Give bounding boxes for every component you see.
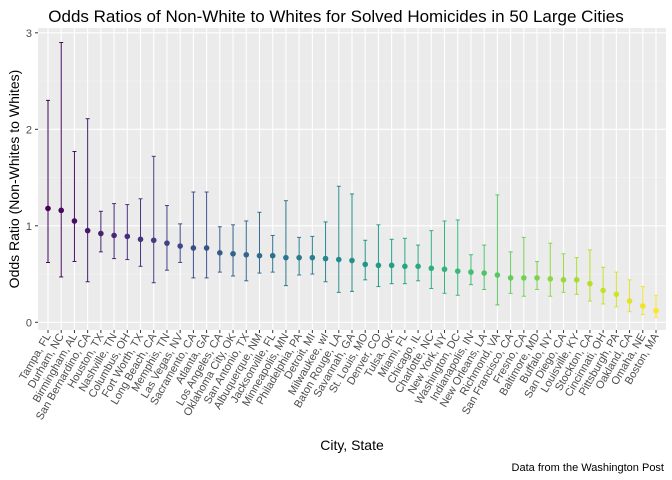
estimate-point xyxy=(362,261,369,268)
estimate-point xyxy=(454,268,461,274)
estimate-point xyxy=(639,303,646,309)
estimate-point xyxy=(375,262,382,269)
estimate-point xyxy=(256,252,263,259)
estimate-point xyxy=(547,276,554,282)
estimate-point xyxy=(111,232,117,239)
y-tick-label: 2 xyxy=(26,124,32,136)
y-tick-label: 0 xyxy=(26,317,32,329)
estimate-point xyxy=(283,254,289,261)
estimate-point xyxy=(243,251,250,258)
estimate-point xyxy=(534,275,540,281)
x-axis-title: City, State xyxy=(320,437,384,453)
estimate-point xyxy=(626,298,633,304)
estimate-point xyxy=(521,275,527,281)
estimate-point xyxy=(309,254,316,261)
estimate-point xyxy=(560,277,567,283)
y-axis: 0 1 2 3 xyxy=(26,28,38,329)
estimate-point xyxy=(45,205,51,212)
estimate-point xyxy=(428,265,435,272)
estimate-point xyxy=(600,287,606,294)
y-axis-title: Odds Ratio (Non-Whites to Whites) xyxy=(6,70,22,289)
estimate-point xyxy=(468,269,474,275)
estimate-point xyxy=(613,291,620,298)
estimate-point xyxy=(269,252,276,259)
estimate-point xyxy=(587,280,593,287)
estimate-point xyxy=(177,243,183,249)
y-tick-label: 1 xyxy=(26,221,32,233)
estimate-point xyxy=(71,218,78,224)
estimate-point xyxy=(164,240,170,246)
estimate-point xyxy=(441,266,448,273)
estimate-point xyxy=(98,230,104,237)
estimate-point xyxy=(573,277,580,283)
estimate-points xyxy=(45,205,659,314)
estimate-point xyxy=(217,250,223,256)
estimate-point xyxy=(481,270,487,276)
error-bars xyxy=(46,41,658,318)
estimate-point xyxy=(653,307,659,314)
estimate-point xyxy=(322,255,329,262)
estimate-point xyxy=(84,227,91,234)
chart-title: Odds Ratios of Non-White to Whites for S… xyxy=(48,7,623,26)
estimate-point xyxy=(137,236,144,243)
estimate-point xyxy=(402,263,408,270)
caption: Data from the Washington Post xyxy=(512,462,664,474)
estimate-point xyxy=(415,263,421,270)
estimate-point xyxy=(296,254,302,261)
estimate-point xyxy=(388,262,395,269)
estimate-point xyxy=(507,275,514,281)
estimate-point xyxy=(494,272,501,278)
estimate-point xyxy=(230,250,236,257)
estimate-point xyxy=(150,237,157,244)
estimate-point xyxy=(58,207,65,214)
y-tick-label: 3 xyxy=(26,28,32,40)
estimate-point xyxy=(203,245,210,251)
estimate-point xyxy=(124,233,131,240)
estimate-point xyxy=(349,257,355,264)
estimate-point xyxy=(335,256,342,263)
estimate-point xyxy=(190,245,197,251)
